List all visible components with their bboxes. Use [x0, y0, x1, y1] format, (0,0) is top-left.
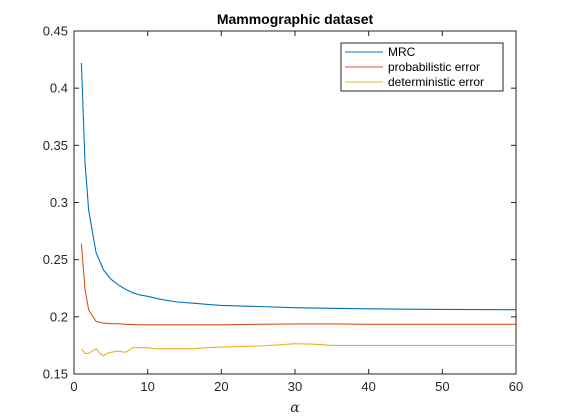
legend-entry-label: deterministic error	[388, 75, 484, 89]
series-line-deterministic-error	[80, 343, 516, 357]
y-tick-label: 0.45	[43, 24, 68, 39]
chart-title: Mammographic dataset	[217, 11, 374, 27]
x-tick-label: 30	[288, 379, 302, 394]
series-line-probabilistic-error	[80, 243, 516, 326]
x-tick-label: 50	[435, 379, 449, 394]
x-tick-label: 60	[509, 379, 523, 394]
y-tick-label: 0.4	[50, 81, 68, 96]
x-axis-label: α	[290, 400, 300, 416]
y-tick-label: 0.3	[50, 195, 68, 210]
legend-entry-label: probabilistic error	[388, 60, 480, 74]
y-tick-label: 0.15	[43, 367, 68, 382]
x-tick-label: 20	[214, 379, 228, 394]
legend-entry-label: MRC	[388, 45, 416, 59]
y-tick-label: 0.25	[43, 252, 68, 267]
y-tick-label: 0.2	[50, 309, 68, 324]
y-tick-label: 0.35	[43, 138, 68, 153]
x-tick-label: 40	[361, 379, 375, 394]
series-line-mrc	[80, 62, 517, 311]
x-tick-label: 0	[70, 379, 77, 394]
x-tick-label: 10	[140, 379, 154, 394]
